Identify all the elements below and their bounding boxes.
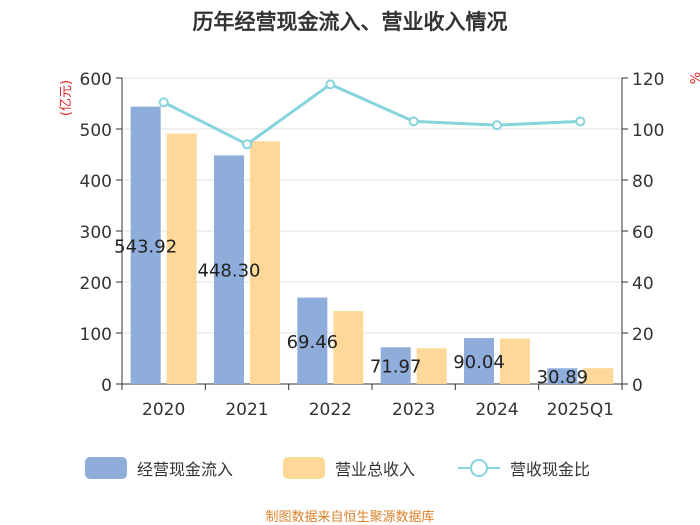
legend-label-ratio: 营收现金比: [510, 460, 591, 479]
ratio-point: [492, 120, 502, 131]
right-tick-label: 60: [632, 223, 654, 243]
legend-label-cash-inflow: 经营现金流入: [137, 460, 234, 479]
bar-cash-inflow: [547, 368, 578, 384]
bars: [130, 106, 614, 384]
legend-item-cash-inflow[interactable]: 经营现金流入: [85, 454, 233, 482]
legend-swatch-ratio: [458, 457, 500, 479]
ratio-point: [575, 116, 586, 127]
bar-cash-inflow: [464, 338, 494, 384]
right-tick-label: 120: [632, 70, 664, 90]
data-labels: 543.92 448.30 69.46 71.97 90.04 30.89: [114, 236, 588, 388]
x-tick-label: 2024: [475, 400, 518, 420]
axes: 0 100 200 300 400 500 600 0 20 40 60 80 100 120 (亿元)% 2…: [59, 70, 700, 420]
right-tick-label: 80: [632, 172, 654, 192]
left-tick-label: 100: [80, 325, 112, 345]
left-tick-label: 0: [101, 376, 112, 396]
bar-revenue: [250, 141, 280, 384]
ratio-point: [325, 79, 336, 90]
right-tick-label: 20: [632, 325, 654, 345]
ratio-polyline: [162, 82, 581, 147]
left-tick-label: 400: [80, 172, 112, 192]
left-tick-label: 200: [80, 274, 112, 294]
bar-cash-inflow: [214, 155, 244, 384]
bar-revenue: [583, 368, 614, 384]
data-label-cash-inflow: 448.30: [198, 261, 261, 282]
grid-lines: [122, 77, 622, 334]
ratio-line: [158, 79, 586, 150]
x-tick-label: 2025Q1: [547, 400, 614, 420]
legend-item-revenue[interactable]: 营业总收入: [283, 454, 415, 482]
ratio-point: [158, 97, 169, 108]
legend-swatch-cash-inflow: [85, 457, 127, 479]
data-label-cash-inflow: 90.04: [453, 352, 505, 373]
right-tick-label: 100: [632, 121, 664, 141]
x-tick-label: 2021: [225, 400, 268, 420]
left-tick-label: 600: [80, 70, 112, 90]
legend-label-revenue: 营业总收入: [335, 460, 416, 479]
bar-cash-inflow: [130, 106, 161, 384]
ratio-point: [408, 116, 419, 127]
legend-item-ratio[interactable]: 营收现金比: [458, 454, 590, 482]
chart-title: 历年经营现金流入、营业收入情况: [192, 10, 508, 34]
legend-swatch-revenue: [283, 457, 325, 479]
bar-revenue: [416, 348, 447, 384]
x-tick-label: 2020: [142, 400, 185, 420]
bar-revenue: [166, 133, 197, 384]
bar-cash-inflow: [380, 347, 411, 384]
x-tick-label: 2023: [392, 400, 435, 420]
right-axis-unit-label: %: [686, 72, 700, 84]
chart-area: 0 100 200 300 400 500 600 0 20 40 60 80 100 120 (亿元)% 2…: [59, 70, 700, 420]
source-note: 制图数据来自恒生聚源数据库: [265, 510, 435, 525]
data-label-cash-inflow: 71.97: [370, 357, 422, 378]
x-tick-label: 2022: [309, 400, 352, 420]
ratio-point: [242, 139, 252, 150]
left-axis-unit-label: (亿元): [59, 80, 74, 116]
data-label-cash-inflow: 543.92: [114, 236, 177, 257]
data-label-cash-inflow: 30.89: [537, 367, 589, 388]
left-tick-label: 500: [80, 121, 112, 141]
data-label-cash-inflow: 69.46: [287, 332, 339, 353]
legend: 经营现金流入 营业总收入 营收现金比: [0, 454, 700, 482]
right-tick-label: 0: [632, 376, 643, 396]
bar-cash-inflow: [297, 297, 328, 384]
bar-revenue: [500, 338, 530, 384]
left-tick-label: 300: [80, 223, 112, 243]
bar-revenue: [333, 311, 364, 384]
right-tick-label: 40: [632, 274, 654, 294]
